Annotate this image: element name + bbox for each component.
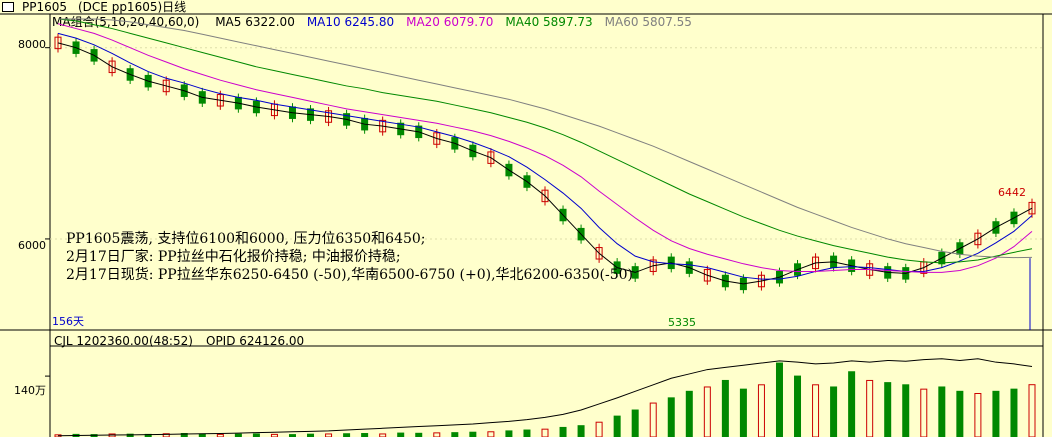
- volume-bar: [433, 432, 441, 437]
- volume-bar: [90, 434, 98, 437]
- volume-tick-140w: 140万: [14, 384, 46, 397]
- ma-line-ma10: [57, 32, 1033, 280]
- chart-box-icon[interactable]: [2, 2, 14, 12]
- volume-bar: [1010, 388, 1018, 437]
- candle-body: [541, 189, 549, 203]
- volume-bar: [974, 393, 982, 437]
- ma-line-ma60: [58, 18, 1033, 259]
- high-annotation: 6442: [998, 186, 1026, 199]
- volume-bar: [794, 375, 802, 437]
- volume-bar: [884, 382, 892, 437]
- volume-bar: [613, 415, 621, 437]
- volume-bar: [703, 386, 711, 437]
- volume-bar: [523, 429, 531, 437]
- ma-legend-item: MA5 6322.00: [215, 15, 295, 29]
- candle-body: [108, 60, 116, 74]
- volume-bar: [685, 390, 693, 437]
- price-tick-6000: 6000: [18, 239, 46, 252]
- ma-legend-item: MA20 6079.70: [406, 15, 494, 29]
- cjl-label: CJL 1202360.00(48:52): [54, 334, 193, 348]
- volume-bar: [667, 397, 675, 437]
- volume-bar: [830, 386, 838, 437]
- low-annotation: 5335: [668, 316, 696, 329]
- volume-bar: [288, 434, 296, 437]
- volume-bar: [992, 390, 1000, 437]
- candle-body: [595, 247, 603, 260]
- candle-body: [162, 79, 170, 93]
- volume-bar: [216, 433, 224, 437]
- volume-bar: [812, 384, 820, 437]
- volume-bar: [595, 421, 603, 437]
- volume-bar: [451, 432, 459, 437]
- candle-body: [433, 132, 441, 145]
- volume-bar: [848, 371, 856, 437]
- volume-bar: [1028, 384, 1036, 437]
- annotation-line-1: PP1605震荡, 支持位6100和6000, 压力位6350和6450;: [66, 231, 426, 247]
- candle-body: [487, 151, 495, 164]
- candle-body: [703, 269, 711, 282]
- volume-bar: [559, 426, 567, 437]
- exchange-info: (DCE pp1605)日线: [78, 0, 187, 14]
- volume-bar: [541, 428, 549, 437]
- ma-legend-item: MA40 5897.73: [505, 15, 593, 29]
- volume-bar: [902, 384, 910, 437]
- volume-bar: [577, 425, 585, 437]
- volume-bar: [361, 433, 369, 437]
- ma-legend-item: MA10 6245.80: [306, 15, 395, 29]
- annotation-line-2: 2月17日厂家: PP拉丝中石化报价持稳; 中油报价持稳;: [66, 249, 401, 265]
- volume-bar: [415, 432, 423, 437]
- volume-bar: [270, 433, 278, 437]
- days-label: 156天: [52, 315, 84, 328]
- volume-bar: [469, 431, 477, 437]
- candle-body: [974, 232, 982, 246]
- title-bar: PP1605 (DCE pp1605)日线: [0, 0, 1052, 14]
- ma-line-ma40: [57, 18, 1033, 264]
- volume-bar: [866, 379, 874, 437]
- volume-bar: [505, 430, 513, 437]
- volume-bar: [397, 432, 405, 437]
- volume-bar: [649, 402, 657, 437]
- volume-bar: [956, 390, 964, 437]
- volume-bar: [938, 386, 946, 437]
- volume-bar: [775, 362, 783, 437]
- volume-bar: [757, 384, 765, 437]
- volume-bar: [721, 379, 729, 437]
- annotation-line-3: 2月17日现货: PP拉丝华东6250-6450 (-50),华南6500-67…: [66, 267, 633, 283]
- symbol-label: PP1605: [22, 0, 68, 14]
- ma-legend-item: MA60 5807.55: [604, 15, 692, 29]
- candle-body: [1028, 201, 1036, 215]
- ma-line-ma20: [57, 23, 1033, 273]
- volume-bar: [487, 431, 495, 437]
- price-tick-8000: 8000: [18, 38, 46, 51]
- opid-line: [57, 358, 1033, 437]
- opid-label: OPID 624126.00: [206, 334, 305, 348]
- candle-body: [54, 36, 62, 50]
- volume-bar: [739, 388, 747, 437]
- volume-bar: [631, 409, 639, 437]
- volume-bar: [920, 388, 928, 437]
